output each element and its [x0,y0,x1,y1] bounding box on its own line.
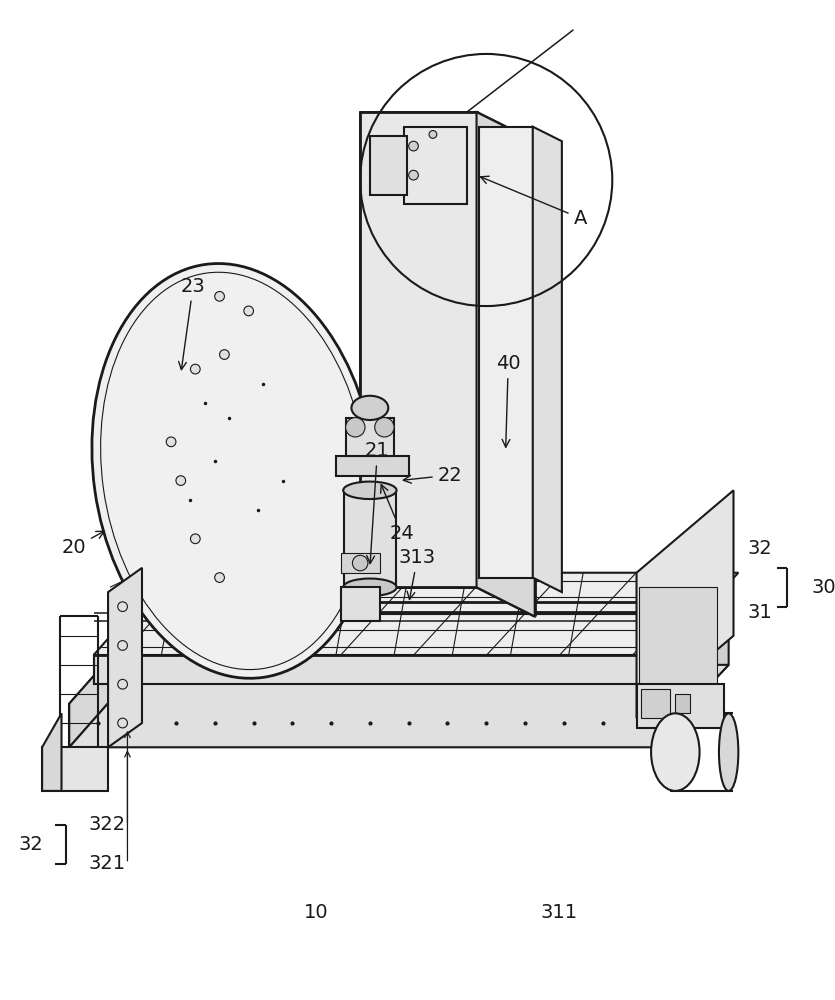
Polygon shape [344,490,396,587]
Polygon shape [108,568,142,747]
Polygon shape [336,456,408,476]
Circle shape [244,306,254,316]
Ellipse shape [343,579,397,596]
Text: 322: 322 [89,815,126,834]
Circle shape [166,437,176,447]
Bar [370,136,407,195]
Polygon shape [636,490,733,718]
Polygon shape [94,573,738,655]
Text: 22: 22 [403,466,463,485]
Text: 321: 321 [89,854,126,873]
Bar [676,694,690,713]
Circle shape [352,555,368,571]
Polygon shape [341,587,380,621]
Text: 311: 311 [540,903,578,922]
Text: 20: 20 [62,531,104,557]
Text: 30: 30 [811,578,835,597]
Text: A: A [480,176,587,228]
Circle shape [220,350,230,359]
Text: 24: 24 [381,485,414,543]
Polygon shape [360,112,477,587]
Polygon shape [69,704,651,747]
Text: 313: 313 [399,548,436,600]
Circle shape [215,292,225,301]
Ellipse shape [719,713,738,791]
Ellipse shape [352,396,388,420]
Text: 31: 31 [747,603,772,622]
Ellipse shape [92,264,377,678]
Circle shape [176,476,185,485]
Polygon shape [69,621,729,704]
Text: 10: 10 [304,903,329,922]
Circle shape [429,131,437,138]
Bar [404,127,467,204]
Text: 21: 21 [365,441,390,564]
Polygon shape [479,127,533,578]
Circle shape [408,141,418,151]
Bar [641,689,671,718]
Polygon shape [477,112,534,616]
Polygon shape [533,127,562,592]
Bar [636,684,724,728]
Bar [640,587,717,684]
Circle shape [215,573,225,582]
Circle shape [346,418,365,437]
Circle shape [375,418,394,437]
Polygon shape [69,665,729,747]
Polygon shape [651,621,729,747]
Circle shape [190,364,200,374]
Ellipse shape [343,482,397,499]
Polygon shape [94,655,660,684]
Text: 23: 23 [179,277,205,370]
Circle shape [408,170,418,180]
Circle shape [190,534,200,544]
Polygon shape [346,418,394,456]
Text: 40: 40 [496,354,520,447]
Polygon shape [42,713,62,791]
Ellipse shape [651,713,700,791]
Text: 32: 32 [747,539,772,558]
Polygon shape [341,553,380,573]
Polygon shape [69,621,142,747]
Text: 32: 32 [18,835,43,854]
Polygon shape [42,747,108,791]
